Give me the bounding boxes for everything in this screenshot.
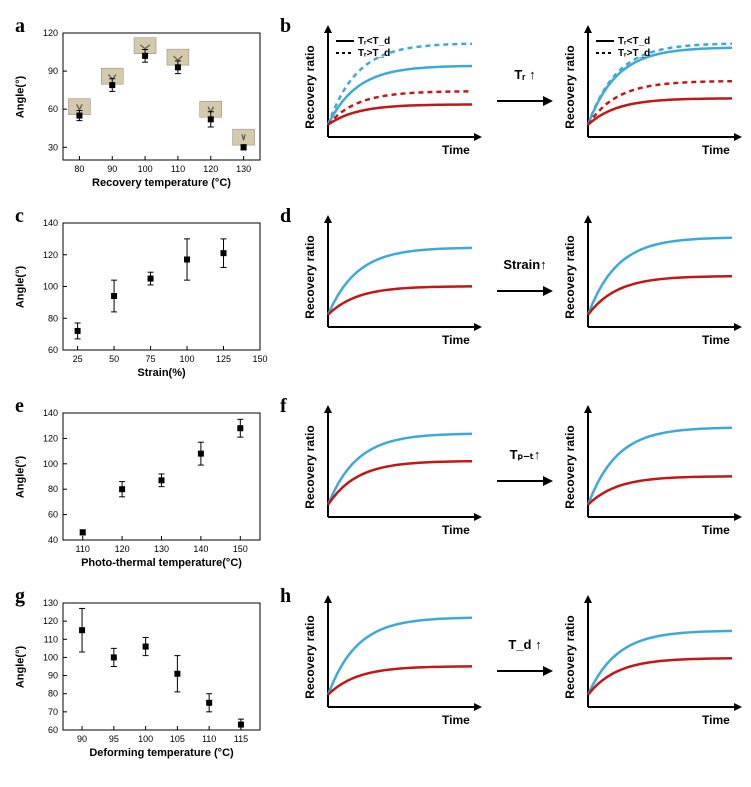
panel-e: e110120130140150406080100120140Photo-the… bbox=[15, 395, 270, 575]
panel-label-h: h bbox=[280, 585, 291, 608]
svg-text:130: 130 bbox=[236, 164, 251, 174]
svg-text:60: 60 bbox=[48, 104, 58, 114]
xlabel-g: Deforming temperature (°C) bbox=[63, 747, 260, 759]
svg-text:80: 80 bbox=[48, 689, 58, 699]
svg-text:140: 140 bbox=[193, 544, 208, 554]
svg-text:80: 80 bbox=[48, 484, 58, 494]
svg-text:125: 125 bbox=[216, 354, 231, 364]
schematic-xlabel: Time bbox=[442, 713, 470, 727]
svg-text:100: 100 bbox=[43, 459, 58, 469]
arrow-label-d: Strain↑ bbox=[495, 257, 555, 272]
svg-text:150: 150 bbox=[252, 354, 267, 364]
svg-text:75: 75 bbox=[146, 354, 156, 364]
svg-text:110: 110 bbox=[76, 544, 90, 554]
svg-text:120: 120 bbox=[43, 28, 58, 38]
svg-text:Tᵣ<T_d: Tᵣ<T_d bbox=[618, 36, 650, 47]
svg-text:90: 90 bbox=[48, 66, 58, 76]
schematic-ylabel: Recovery ratio bbox=[303, 607, 317, 707]
svg-text:80: 80 bbox=[74, 164, 84, 174]
ylabel-e: Angle(°) bbox=[14, 413, 26, 540]
ylabel-g: Angle(°) bbox=[14, 603, 26, 730]
schematic-xlabel: Time bbox=[702, 333, 730, 347]
ylabel-c: Angle(°) bbox=[14, 223, 26, 350]
svg-text:120: 120 bbox=[115, 544, 130, 554]
svg-text:Tᵣ>T_d: Tᵣ>T_d bbox=[358, 48, 390, 59]
schematic-d-left: Recovery ratio Time bbox=[300, 215, 480, 355]
schematic-ylabel: Recovery ratio bbox=[303, 37, 317, 137]
schematic-b-right: Tᵣ<T_dTᵣ>T_d Recovery ratio Time bbox=[560, 25, 740, 165]
schematic-ylabel: Recovery ratio bbox=[303, 417, 317, 517]
svg-text:120: 120 bbox=[43, 616, 58, 626]
svg-text:110: 110 bbox=[171, 164, 185, 174]
svg-text:110: 110 bbox=[44, 634, 58, 644]
schematic-ylabel: Recovery ratio bbox=[563, 607, 577, 707]
schematic-xlabel: Time bbox=[702, 143, 730, 157]
svg-text:130: 130 bbox=[43, 598, 58, 608]
svg-text:70: 70 bbox=[48, 707, 58, 717]
svg-text:100: 100 bbox=[138, 734, 153, 744]
arrow-label-h: T_d ↑ bbox=[495, 637, 555, 652]
schematic-ylabel: Recovery ratio bbox=[563, 37, 577, 137]
schematic-f-left: Recovery ratio Time bbox=[300, 405, 480, 545]
svg-text:Tᵣ>T_d: Tᵣ>T_d bbox=[618, 48, 650, 59]
svg-text:130: 130 bbox=[154, 544, 169, 554]
svg-text:100: 100 bbox=[180, 354, 195, 364]
svg-text:40: 40 bbox=[48, 535, 58, 545]
panel-g: g909510010511011560708090100110120130Def… bbox=[15, 585, 270, 765]
panel-label-d: d bbox=[280, 205, 291, 228]
svg-text:60: 60 bbox=[48, 345, 58, 355]
schematic-d-right: Recovery ratio Time bbox=[560, 215, 740, 355]
svg-text:50: 50 bbox=[109, 354, 119, 364]
xlabel-e: Photo-thermal temperature(°C) bbox=[63, 557, 260, 569]
panel-c: c2550751001251506080100120140Strain(%)An… bbox=[15, 205, 270, 385]
svg-text:105: 105 bbox=[170, 734, 185, 744]
svg-text:60: 60 bbox=[48, 510, 58, 520]
svg-text:30: 30 bbox=[48, 142, 58, 152]
ylabel-a: Angle(°) bbox=[14, 33, 26, 160]
svg-text:95: 95 bbox=[109, 734, 119, 744]
schematic-xlabel: Time bbox=[442, 143, 470, 157]
svg-text:100: 100 bbox=[43, 282, 58, 292]
svg-text:100: 100 bbox=[43, 652, 58, 662]
panel-a: a8090100110120130306090120Recovery tempe… bbox=[15, 15, 270, 195]
panel-label-b: b bbox=[280, 15, 291, 38]
svg-text:120: 120 bbox=[203, 164, 218, 174]
schematic-ylabel: Recovery ratio bbox=[563, 417, 577, 517]
schematic-b-left: Tᵣ<T_dTᵣ>T_d Recovery ratio Time bbox=[300, 25, 480, 165]
svg-text:25: 25 bbox=[73, 354, 83, 364]
svg-text:120: 120 bbox=[43, 250, 58, 260]
schematic-h-right: Recovery ratio Time bbox=[560, 595, 740, 735]
arrow-label-f: Tₚ₋ₜ↑ bbox=[495, 447, 555, 463]
schematic-xlabel: Time bbox=[442, 523, 470, 537]
svg-text:90: 90 bbox=[48, 671, 58, 681]
svg-text:80: 80 bbox=[48, 313, 58, 323]
schematic-ylabel: Recovery ratio bbox=[303, 227, 317, 327]
schematic-xlabel: Time bbox=[442, 333, 470, 347]
schematic-ylabel: Recovery ratio bbox=[563, 227, 577, 327]
svg-text:120: 120 bbox=[43, 433, 58, 443]
schematic-f-right: Recovery ratio Time bbox=[560, 405, 740, 545]
svg-text:140: 140 bbox=[43, 218, 58, 228]
svg-text:115: 115 bbox=[234, 734, 248, 744]
schematic-xlabel: Time bbox=[702, 713, 730, 727]
arrow-label-b: Tᵣ ↑ bbox=[495, 67, 555, 82]
svg-text:90: 90 bbox=[77, 734, 87, 744]
panel-label-f: f bbox=[280, 395, 287, 418]
svg-text:140: 140 bbox=[43, 408, 58, 418]
schematic-xlabel: Time bbox=[702, 523, 730, 537]
xlabel-a: Recovery temperature (°C) bbox=[63, 177, 260, 189]
schematic-h-left: Recovery ratio Time bbox=[300, 595, 480, 735]
svg-text:90: 90 bbox=[107, 164, 117, 174]
svg-text:100: 100 bbox=[138, 164, 153, 174]
svg-text:150: 150 bbox=[233, 544, 248, 554]
svg-text:Tᵣ<T_d: Tᵣ<T_d bbox=[358, 36, 390, 47]
svg-text:60: 60 bbox=[48, 725, 58, 735]
xlabel-c: Strain(%) bbox=[63, 367, 260, 379]
svg-text:110: 110 bbox=[202, 734, 216, 744]
